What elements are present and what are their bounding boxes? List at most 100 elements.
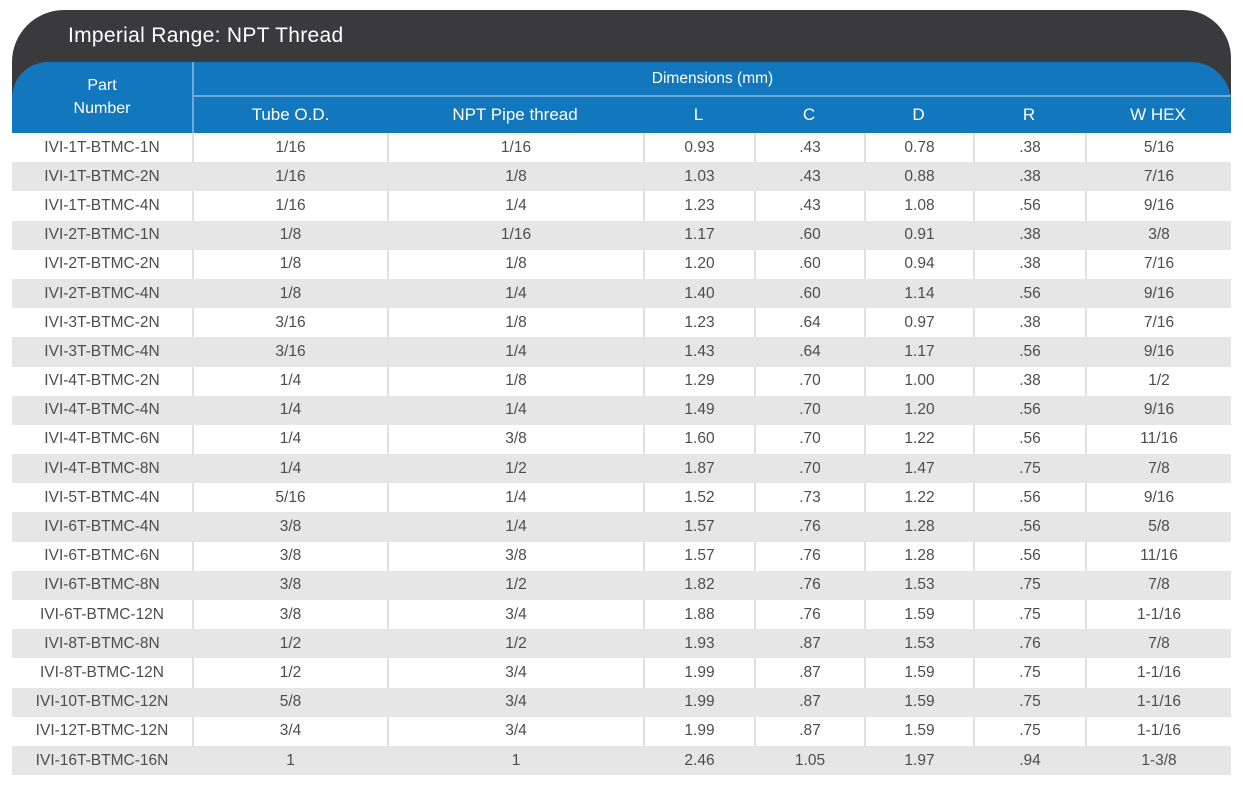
part-number-header: Part Number [12, 62, 192, 133]
value-cell: 1.20 [643, 249, 754, 279]
value-cell: 5/8 [1085, 512, 1231, 542]
value-cell: 1.53 [864, 570, 973, 600]
value-cell: 1/16 [192, 191, 387, 221]
part-number-cell: IVI-1T-BTMC-1N [44, 138, 160, 156]
value-cell: 5/16 [192, 483, 387, 513]
value-cell: .73 [754, 483, 864, 513]
value-cell: .70 [754, 395, 864, 425]
value-cell: 1/16 [387, 220, 643, 250]
value-cell: 1/8 [192, 220, 387, 250]
value-cell: 1.82 [643, 570, 754, 600]
value-cell: .75 [973, 658, 1085, 688]
part-number-header-line1: Part [87, 77, 117, 95]
value-cell: 1/8 [387, 249, 643, 279]
value-cell: 1.05 [754, 745, 864, 776]
part-number-cell: IVI-2T-BTMC-1N [12, 220, 192, 250]
table-header: Part Number Dimensions (mm) Tube O.D. NP… [12, 62, 1231, 133]
value-cell: 1.29 [643, 366, 754, 396]
part-number-cell: IVI-6T-BTMC-8N [12, 570, 192, 600]
value-cell: .60 [754, 278, 864, 309]
value-cell: 3/4 [387, 600, 643, 630]
value-cell: .64 [754, 308, 864, 338]
value-cell: 11/16 [1085, 424, 1231, 455]
value-cell: 7/16 [1085, 249, 1231, 279]
column-header-d: D [912, 105, 925, 124]
value-cell: 9/16 [1085, 337, 1231, 367]
value-cell: 3/8 [192, 541, 387, 571]
table-row: IVI-6T-BTMC-4N 3/8 1/4 1.57.76 1.28.56 5/8 [12, 512, 1231, 542]
value-cell: 1/2 [387, 629, 643, 659]
value-cell: .76 [754, 541, 864, 571]
value-cell: .87 [754, 687, 864, 717]
value-cell: 3/4 [192, 716, 387, 746]
table-row: IVI-4T-BTMC-8N 1/4 1/2 1.87.70 1.47.75 7/8 [12, 454, 1231, 484]
part-number-cell: IVI-12T-BTMC-12N [35, 722, 169, 740]
value-cell: 0.88 [864, 162, 973, 192]
value-cell: 1-1/16 [1085, 600, 1231, 630]
part-number-cell: IVI-1T-BTMC-2N [12, 162, 192, 192]
table-row: IVI-10T-BTMC-12N 5/8 3/4 1.99.87 1.59.75 1-1/… [12, 687, 1231, 717]
value-cell: .70 [754, 454, 864, 484]
value-cell: .64 [754, 337, 864, 367]
part-number-cell: IVI-10T-BTMC-12N [12, 687, 192, 717]
value-cell: 1.40 [643, 278, 754, 309]
table-body: IVI-1T-BTMC-1N 1/16 1/16 0.93.43 0.78.38 5/16… [12, 133, 1231, 776]
value-cell: 1.52 [643, 483, 754, 513]
value-cell: .76 [754, 512, 864, 542]
table-row: IVI-12T-BTMC-12N 3/4 3/4 1.99.87 1.59.75 1-1/… [12, 716, 1231, 746]
value-cell: 3/4 [387, 716, 643, 746]
value-cell: 5/8 [192, 687, 387, 717]
value-cell: .43 [754, 191, 864, 221]
value-cell: 1/4 [192, 454, 387, 484]
table-row: IVI-4T-BTMC-4N 1/4 1/4 1.49.70 1.20.56 9/16 [12, 395, 1231, 425]
value-cell: 1.17 [864, 337, 973, 367]
value-cell: .87 [754, 658, 864, 688]
column-header-npt-thread: NPT Pipe thread [452, 105, 578, 124]
value-cell: 1.87 [643, 454, 754, 484]
value-cell: 1/8 [387, 162, 643, 192]
value-cell: 9/16 [1085, 483, 1231, 513]
part-number-cell: IVI-4T-BTMC-6N [44, 430, 160, 448]
value-cell: 1/2 [192, 629, 387, 659]
value-cell: 1 [192, 745, 387, 776]
value-cell: .38 [973, 366, 1085, 396]
value-cell: .87 [754, 629, 864, 659]
part-number-cell: IVI-6T-BTMC-12N [39, 605, 164, 623]
value-cell: 1-1/16 [1085, 716, 1231, 746]
table-row: IVI-6T-BTMC-8N 3/8 1/2 1.82.76 1.53.75 7/8 [12, 570, 1231, 600]
value-cell: 1/4 [387, 278, 643, 309]
part-number-cell: IVI-2T-BTMC-2N [44, 255, 160, 273]
value-cell: 1.59 [864, 716, 973, 746]
value-cell: 3/8 [192, 600, 387, 630]
value-cell: 1.57 [643, 541, 754, 571]
value-cell: .75 [973, 570, 1085, 600]
value-cell: .56 [973, 512, 1085, 542]
value-cell: 1.60 [643, 424, 754, 455]
value-cell: 1.97 [864, 745, 973, 776]
value-cell: 9/16 [1085, 278, 1231, 309]
value-cell: 3/8 [1085, 220, 1231, 250]
value-cell: .43 [754, 162, 864, 192]
value-cell: 1.47 [864, 454, 973, 484]
value-cell: 1.43 [643, 337, 754, 367]
value-cell: 1.99 [643, 687, 754, 717]
value-cell: 1.99 [643, 716, 754, 746]
value-cell: .56 [973, 278, 1085, 309]
dimensions-table: IVI-1T-BTMC-1N 1/16 1/16 0.93.43 0.78.38 5/16… [12, 133, 1231, 776]
value-cell: 3/8 [192, 570, 387, 600]
part-number-cell: IVI-16T-BTMC-16N [12, 745, 192, 776]
value-cell: 1.28 [864, 512, 973, 542]
value-cell: 0.97 [864, 308, 973, 338]
value-cell: .60 [754, 220, 864, 250]
value-cell: 1/4 [192, 395, 387, 425]
value-cell: .38 [973, 133, 1085, 163]
value-cell: .94 [973, 745, 1085, 776]
table-row: IVI-2T-BTMC-4N 1/8 1/4 1.40.60 1.14.56 9/16 [12, 278, 1231, 309]
dimension-column-headers: Tube O.D. NPT Pipe thread L C D R W HEX [194, 97, 1231, 133]
value-cell: 1-1/16 [1085, 658, 1231, 688]
table-row: IVI-3T-BTMC-4N 3/16 1/4 1.43.64 1.17.56 9/16 [12, 337, 1231, 367]
value-cell: 3/16 [192, 337, 387, 367]
part-number-cell: IVI-6T-BTMC-6N [44, 547, 160, 565]
value-cell: 1/8 [387, 366, 643, 396]
